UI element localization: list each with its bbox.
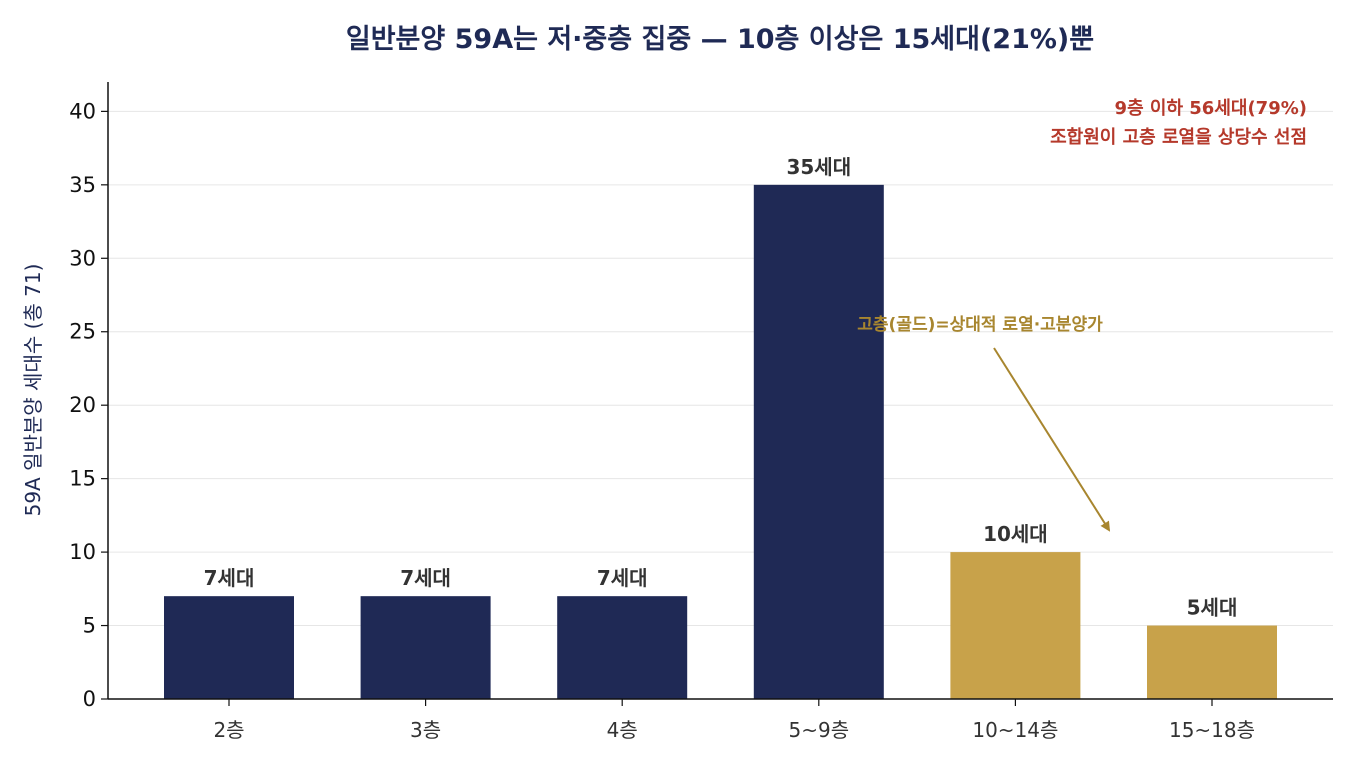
x-tick-label: 4층 [607, 718, 638, 742]
x-tick-label: 2층 [213, 718, 244, 742]
y-tick-label: 15 [69, 467, 96, 491]
chart-title: 일반분양 59A는 저·중층 집중 — 10층 이상은 15세대(21%)뿐 [346, 24, 1094, 55]
annotation-gold-note: 고층(골드)=상대적 로열·고분양가 [857, 315, 1103, 335]
y-axis-ticks: 0 5 10 15 20 25 30 35 40 [69, 99, 108, 711]
data-label: 7세대 [400, 566, 451, 590]
y-tick-label: 35 [69, 173, 96, 197]
data-label: 7세대 [597, 566, 648, 590]
data-label: 35세대 [786, 155, 851, 179]
annotation-summary-line1: 9층 이하 56세대(79%) [1115, 98, 1307, 119]
y-tick-label: 5 [83, 614, 96, 638]
grid-lines [108, 110, 1333, 627]
bar [753, 184, 884, 700]
y-tick-label: 0 [83, 687, 96, 711]
data-label: 7세대 [204, 566, 255, 590]
y-tick-label: 10 [69, 540, 96, 564]
x-tick-label: 10~14층 [972, 718, 1058, 742]
y-tick-label: 30 [69, 246, 96, 270]
data-label: 5세대 [1187, 596, 1238, 620]
y-tick-label: 40 [69, 99, 96, 123]
bar [950, 552, 1081, 699]
bar [557, 596, 688, 699]
x-tick-label: 15~18층 [1169, 718, 1255, 742]
y-tick-label: 20 [69, 393, 96, 417]
x-tick-label: 3층 [410, 718, 441, 742]
bar [360, 596, 491, 699]
y-axis-label: 59A 일반분양 세대수 (총 71) [21, 264, 45, 517]
bars [164, 184, 1277, 700]
annotation-arrow [993, 347, 1111, 532]
data-label: 10세대 [983, 522, 1048, 546]
annotation-summary-line2: 조합원이 고층 로열을 상당수 선점 [1050, 126, 1307, 148]
data-labels: 7세대 7세대 7세대 35세대 10세대 5세대 [204, 155, 1238, 620]
y-tick-label: 25 [69, 320, 96, 344]
x-tick-label: 5~9층 [788, 718, 849, 742]
x-axis-ticks: 2층 3층 4층 5~9층 10~14층 15~18층 [213, 699, 1255, 742]
bar [1147, 625, 1277, 699]
bar [164, 596, 294, 699]
